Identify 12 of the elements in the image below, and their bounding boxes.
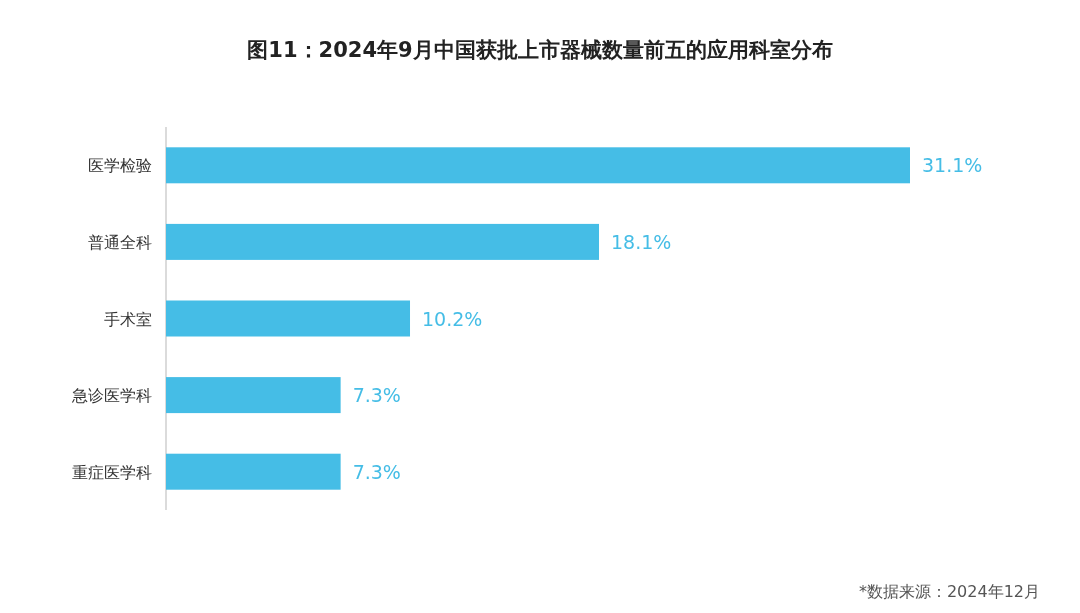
category-label: 医学检验 [88,156,152,176]
value-label: 18.1% [611,230,672,253]
value-label: 10.2% [422,307,483,330]
category-label: 普通全科 [88,232,152,252]
value-label: 31.1% [922,154,983,177]
category-label: 手术室 [104,309,152,329]
value-label: 7.3% [352,384,401,407]
category-label: 重症医学科 [72,462,152,482]
title: 图11：2024年9月中国获批上市器械数量前五的应用科室分布 [247,38,833,62]
annotation: *数据来源：2024年12月 [858,582,1040,601]
category-label: 急诊医学科 [72,386,152,406]
value-label: 7.3% [352,460,401,483]
